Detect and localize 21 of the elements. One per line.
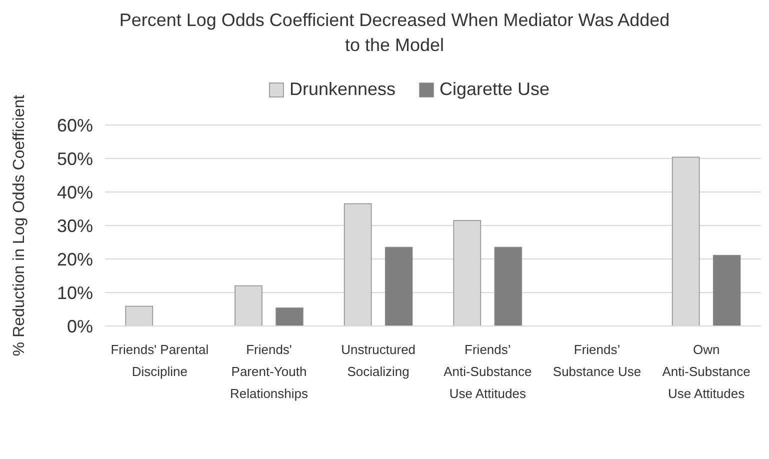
x-tick-label: Unstructured Socializing: [341, 342, 416, 379]
bar: [276, 308, 304, 326]
bar: [712, 254, 741, 326]
legend-label: Cigarette Use: [440, 79, 550, 99]
y-axis-title: % Reduction in Log Odds Coefficient: [11, 94, 28, 356]
x-tick-label: Friends’ Substance Use: [552, 342, 642, 379]
y-tick-label: 40%: [56, 182, 93, 202]
y-tick-label: 60%: [56, 115, 93, 136]
x-tick-label: Friends' Parental Discipline: [110, 342, 209, 379]
y-tick-label: 30%: [56, 216, 93, 236]
x-tick-label: Friends' Parent-Youth Relationships: [230, 342, 309, 401]
x-tick-label: Friends’ Anti-Substance Use Attitudes: [444, 342, 532, 401]
legend-label: Drunkenness: [290, 79, 396, 99]
y-tick-label: 0%: [66, 316, 93, 336]
bar: [494, 246, 522, 326]
y-tick-label: 10%: [56, 282, 93, 303]
y-tick-label: 50%: [56, 148, 93, 169]
y-tick-label: 20%: [56, 249, 93, 270]
bar: [384, 246, 413, 326]
chart-title: Percent Log Odds Coefficient Decreased When Mediator Was Added to the Model: [119, 10, 670, 55]
x-tick-label: Own Anti-Substance Use Attitudes: [662, 342, 750, 401]
